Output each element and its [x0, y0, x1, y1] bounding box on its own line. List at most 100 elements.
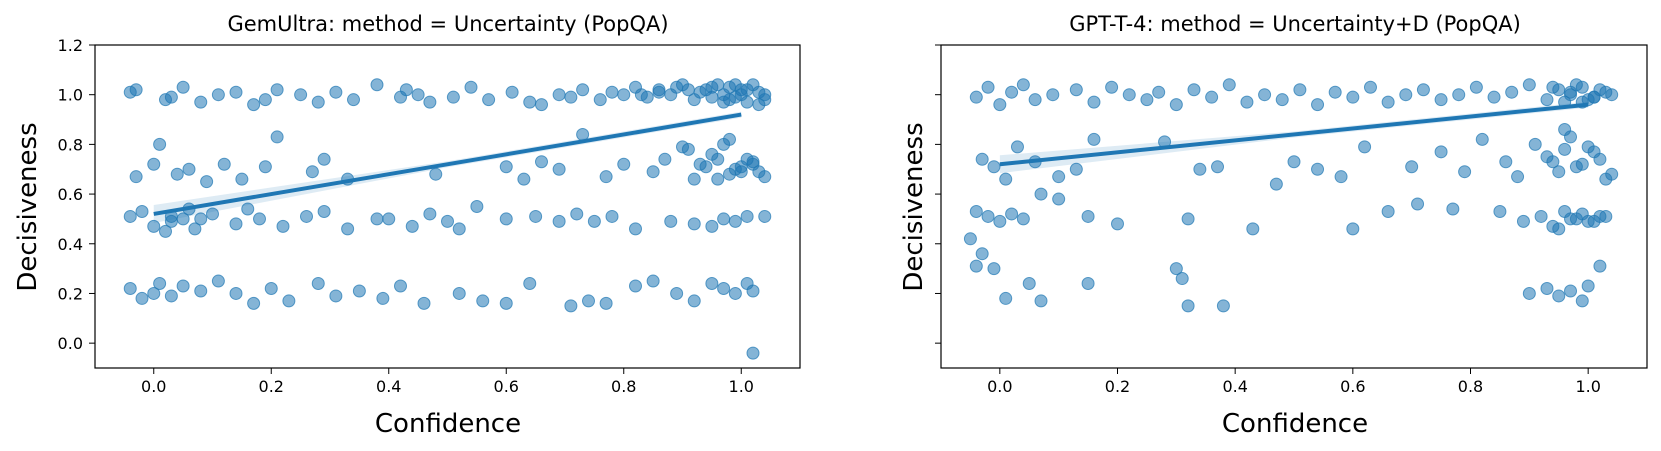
right-data-point — [1028, 93, 1042, 107]
right-data-point — [1493, 204, 1507, 218]
left-data-point — [194, 95, 208, 109]
right-chart-panel: GPT-T-4: method = Uncertainty+D (PopQA) … — [899, 12, 1648, 439]
left-data-point — [441, 214, 454, 228]
right-data-point — [1546, 155, 1560, 169]
left-y-tick-label: 0.2 — [58, 284, 83, 303]
left-data-point — [734, 160, 748, 174]
left-data-point — [147, 157, 161, 171]
right-data-point — [1016, 212, 1030, 226]
left-data-point — [164, 90, 178, 104]
left-data-point — [529, 209, 543, 223]
left-data-point — [200, 175, 214, 189]
right-data-point — [1546, 219, 1560, 233]
left-data-point — [329, 289, 343, 303]
left-data-point — [188, 222, 202, 236]
right-data-point — [1187, 83, 1201, 97]
right-data-point — [1605, 88, 1619, 102]
right-data-point — [1181, 212, 1195, 226]
left-data-point — [376, 291, 390, 305]
left-data-point — [587, 214, 601, 228]
right-data-point — [963, 232, 977, 246]
left-data-point — [687, 217, 701, 231]
left-data-point — [746, 284, 760, 298]
right-data-point — [1311, 162, 1325, 176]
left-data-point — [123, 209, 137, 223]
left-data-point — [229, 286, 243, 300]
left-y-tick-label: 0.4 — [58, 235, 83, 254]
left-data-point — [176, 279, 190, 293]
left-data-point — [159, 224, 172, 238]
left-data-point — [206, 207, 219, 221]
right-data-point — [1522, 78, 1536, 92]
left-data-point — [423, 207, 437, 221]
left-data-point — [705, 277, 719, 291]
left-data-point — [311, 277, 325, 291]
right-data-point — [1446, 202, 1460, 216]
left-data-point — [629, 279, 642, 293]
left-data-point — [646, 165, 660, 179]
left-data-point — [634, 88, 648, 102]
right-chart-title: GPT-T-4: method = Uncertainty+D (PopQA) — [1069, 12, 1521, 36]
left-plot-area: 0.0 0.2 0.4 0.6 0.8 1.0 0.0 0.2 0.4 0.6 0.8 1.0 1.2 — [58, 36, 772, 396]
right-data-point — [1499, 155, 1513, 169]
left-data-point — [264, 281, 278, 295]
right-data-point — [1005, 207, 1019, 221]
right-data-point — [1140, 93, 1154, 107]
left-y-tick-label: 1.2 — [58, 36, 83, 55]
right-data-point — [1558, 122, 1572, 136]
right-data-point — [987, 160, 1001, 174]
left-data-point — [740, 209, 754, 223]
right-data-point — [1593, 209, 1607, 223]
right-axes-frame — [940, 44, 1648, 369]
right-data-point — [1175, 272, 1189, 286]
left-data-point — [370, 78, 384, 92]
right-data-point — [999, 291, 1013, 305]
left-data-point — [329, 85, 343, 99]
right-x-tick-label: 0.8 — [1458, 377, 1483, 396]
left-data-point — [752, 98, 766, 112]
right-data-point — [1581, 214, 1595, 228]
left-data-point — [523, 277, 537, 291]
left-data-point — [129, 170, 143, 184]
left-data-point — [593, 93, 607, 107]
right-data-point — [1034, 187, 1048, 201]
right-data-point — [1181, 299, 1195, 313]
right-data-point — [1216, 299, 1230, 313]
left-data-point — [305, 165, 319, 179]
left-data-point — [153, 277, 167, 291]
right-data-point — [1458, 165, 1472, 179]
left-data-point — [294, 88, 308, 102]
left-data-point — [728, 78, 742, 92]
left-data-point — [417, 296, 431, 310]
left-data-point — [617, 157, 631, 171]
left-data-point — [746, 78, 760, 92]
left-data-point — [170, 167, 184, 181]
left-data-point — [758, 88, 772, 102]
left-data-point — [423, 95, 437, 109]
left-data-point — [564, 90, 578, 104]
left-regression-line — [153, 112, 742, 216]
left-data-point — [229, 85, 243, 99]
left-data-point — [734, 88, 748, 102]
right-data-point — [1405, 160, 1419, 174]
right-data-point — [1022, 277, 1036, 291]
left-data-point — [147, 286, 161, 300]
right-data-point — [1046, 88, 1060, 102]
right-data-point — [1169, 98, 1183, 112]
right-data-point — [1593, 152, 1607, 166]
right-data-point — [1434, 93, 1448, 107]
left-data-point — [211, 274, 225, 288]
left-x-tick-label: 0.6 — [494, 377, 519, 396]
right-plot-area: 0.0 0.2 0.4 0.6 0.8 1.0 — [935, 44, 1619, 396]
left-data-point — [446, 90, 460, 104]
left-y-tick-label: 0.0 — [58, 334, 83, 353]
left-axes-frame — [94, 44, 801, 369]
right-data-point — [1605, 167, 1619, 181]
left-data-point — [605, 209, 619, 223]
left-data-point — [194, 212, 208, 226]
left-data-point — [711, 172, 725, 186]
left-data-point — [241, 202, 255, 216]
left-data-point — [746, 155, 760, 169]
left-data-point — [123, 281, 137, 295]
right-data-point — [1311, 98, 1325, 112]
